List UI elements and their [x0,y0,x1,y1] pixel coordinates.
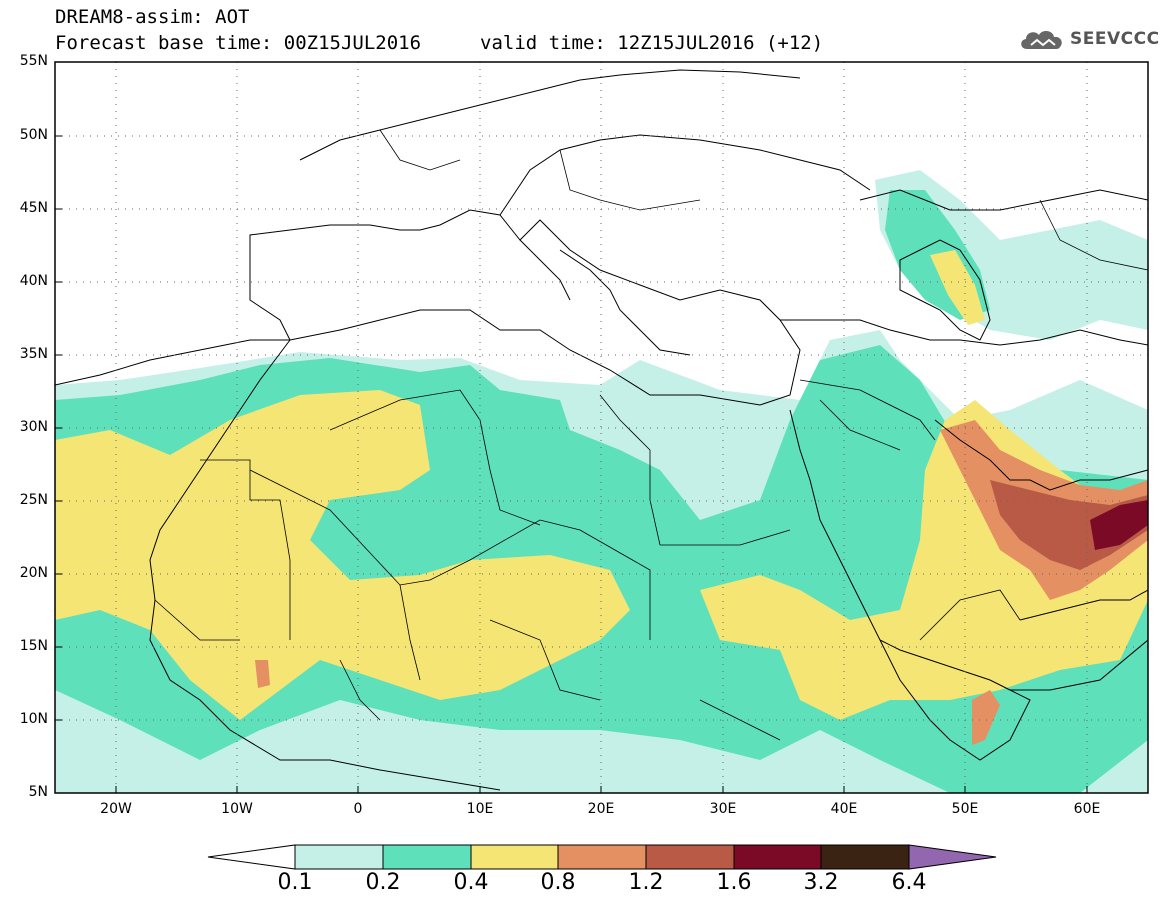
lat-label: 10N [19,711,48,727]
colorbar-label: 0.4 [453,870,489,895]
map-title: DREAM8-assim: AOT [55,6,250,28]
lon-label: 40E [830,801,858,817]
gridlines [55,62,1148,793]
cloud-icon [1021,31,1062,49]
lon-label: 50E [951,801,979,817]
aot-band-0.8-horn [972,690,1000,745]
colorbar-bin-0.8 [557,844,647,870]
colorbar-bin-1.6 [733,844,822,870]
seevccc-logo: SEEVCCC [1017,24,1160,54]
lon-label: 0 [353,801,363,817]
colorbar-arrow-left [207,844,296,870]
lon-label: 20W [100,801,132,817]
lat-label: 15N [19,638,48,654]
aot-band-1.2 [990,480,1148,570]
lat-label: 5N [28,784,48,800]
aot-band-0.8-patch [255,660,270,688]
lon-label: 10E [466,801,494,817]
colorbar-bin-0.4 [470,844,559,870]
forecast-base-time: Forecast base time: 00Z15JUL2016 [55,32,422,54]
aot-band-0.4-caspian [930,250,985,325]
colorbar-label: 0.2 [365,870,401,895]
lon-label: 10W [221,801,253,817]
lat-label: 50N [19,127,48,143]
aot-band-1.6 [1090,500,1148,550]
logo-text: SEEVCCC [1070,29,1160,49]
valid-time: valid time: 12Z15JUL2016 (+12) [480,32,824,54]
lon-label: 30E [709,801,737,817]
colorbar-bin-3.2 [820,844,910,870]
colorbar-label: 1.2 [628,870,664,895]
lat-label: 25N [19,492,48,508]
lat-label: 35N [19,346,48,362]
colorbar-label: 0.8 [540,870,576,895]
lon-label: 60E [1073,801,1101,817]
lat-label: 30N [19,419,48,435]
colorbar-bin-1.2 [645,844,735,870]
coastlines [55,69,1148,791]
aot-field [55,62,1148,793]
colorbar-label: 0.1 [277,870,313,895]
lat-label: 45N [19,200,48,216]
axis-ticks [55,61,1088,793]
country-borders [154,129,1148,741]
lon-label: 20E [587,801,615,817]
colorbar-label: 6.4 [891,870,927,895]
colorbar-arrow-right [908,844,997,870]
colorbar-bin-0.2 [382,844,472,870]
lat-label: 55N [19,53,48,69]
lat-label: 40N [19,273,48,289]
colorbar-bin-0.1 [294,844,384,870]
lat-label: 20N [19,565,48,581]
colorbar-label: 3.2 [803,870,839,895]
colorbar [207,844,997,870]
colorbar-label: 1.6 [716,870,752,895]
